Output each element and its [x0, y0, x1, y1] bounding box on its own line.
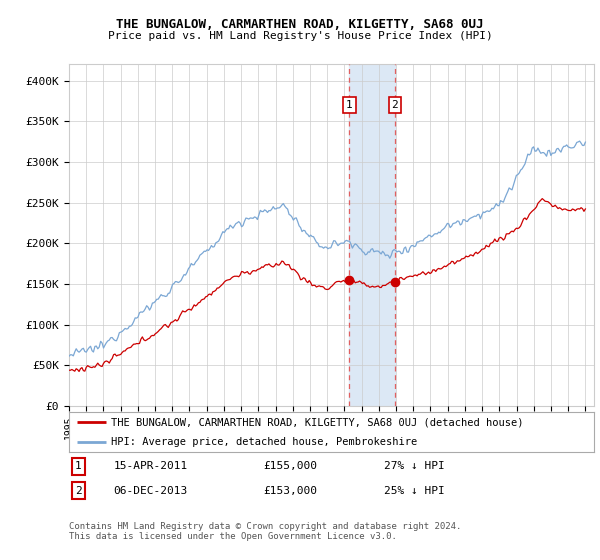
Text: £155,000: £155,000 — [263, 461, 317, 472]
Text: 1: 1 — [346, 100, 353, 110]
Text: THE BUNGALOW, CARMARTHEN ROAD, KILGETTY, SA68 0UJ: THE BUNGALOW, CARMARTHEN ROAD, KILGETTY,… — [116, 18, 484, 31]
Text: 27% ↓ HPI: 27% ↓ HPI — [384, 461, 445, 472]
Text: THE BUNGALOW, CARMARTHEN ROAD, KILGETTY, SA68 0UJ (detached house): THE BUNGALOW, CARMARTHEN ROAD, KILGETTY,… — [111, 417, 523, 427]
Text: 2: 2 — [75, 486, 82, 496]
Text: 06-DEC-2013: 06-DEC-2013 — [113, 486, 188, 496]
Text: Contains HM Land Registry data © Crown copyright and database right 2024.
This d: Contains HM Land Registry data © Crown c… — [69, 522, 461, 542]
Text: Price paid vs. HM Land Registry's House Price Index (HPI): Price paid vs. HM Land Registry's House … — [107, 31, 493, 41]
Text: HPI: Average price, detached house, Pembrokeshire: HPI: Average price, detached house, Pemb… — [111, 437, 417, 447]
Text: £153,000: £153,000 — [263, 486, 317, 496]
Text: 15-APR-2011: 15-APR-2011 — [113, 461, 188, 472]
Text: 2: 2 — [391, 100, 398, 110]
Text: 1: 1 — [75, 461, 82, 472]
Bar — [349, 64, 395, 406]
Text: 25% ↓ HPI: 25% ↓ HPI — [384, 486, 445, 496]
